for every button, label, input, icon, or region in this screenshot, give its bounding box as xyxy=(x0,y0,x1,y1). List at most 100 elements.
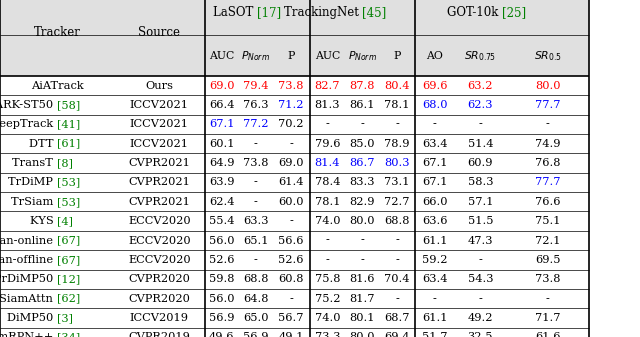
Text: 73.8: 73.8 xyxy=(535,274,561,284)
Text: 61.1: 61.1 xyxy=(422,313,447,323)
Text: [58]: [58] xyxy=(57,100,80,110)
Text: 69.5: 69.5 xyxy=(535,255,561,265)
Text: 70.2: 70.2 xyxy=(278,119,304,129)
Text: [53]: [53] xyxy=(57,177,80,187)
Text: 52.6: 52.6 xyxy=(278,255,304,265)
Text: ECCV2020: ECCV2020 xyxy=(128,255,191,265)
Text: 54.3: 54.3 xyxy=(468,274,493,284)
Text: 80.0: 80.0 xyxy=(349,332,375,337)
Text: 69.0: 69.0 xyxy=(209,81,234,91)
Text: GOT-10k: GOT-10k xyxy=(447,6,502,19)
Text: 59.2: 59.2 xyxy=(422,255,447,265)
Text: 64.9: 64.9 xyxy=(209,158,234,168)
Text: AO: AO xyxy=(426,51,443,61)
Text: 75.8: 75.8 xyxy=(315,274,340,284)
Text: -: - xyxy=(325,119,330,129)
Text: CVPR2020: CVPR2020 xyxy=(129,294,190,304)
Text: 80.3: 80.3 xyxy=(385,158,410,168)
Text: 63.4: 63.4 xyxy=(422,274,447,284)
Text: [61]: [61] xyxy=(57,139,80,149)
Text: [4]: [4] xyxy=(57,216,73,226)
Text: STARK-ST50: STARK-ST50 xyxy=(0,100,57,110)
Text: -: - xyxy=(360,255,364,265)
Text: 51.7: 51.7 xyxy=(422,332,447,337)
Text: 72.1: 72.1 xyxy=(535,236,561,246)
Text: 63.2: 63.2 xyxy=(468,81,493,91)
Text: Ocean-online: Ocean-online xyxy=(0,236,57,246)
Text: -: - xyxy=(253,197,258,207)
Text: 78.1: 78.1 xyxy=(315,197,340,207)
Text: 76.6: 76.6 xyxy=(535,197,561,207)
Text: $SR_{0.5}$: $SR_{0.5}$ xyxy=(534,49,562,62)
Text: 62.4: 62.4 xyxy=(209,197,234,207)
Text: -: - xyxy=(289,139,293,149)
Text: ICCV2021: ICCV2021 xyxy=(130,119,189,129)
Text: AUC: AUC xyxy=(209,51,234,61)
Text: KYS: KYS xyxy=(29,216,57,226)
Text: CVPR2020: CVPR2020 xyxy=(129,274,190,284)
Text: 61.1: 61.1 xyxy=(422,236,447,246)
Text: -: - xyxy=(253,177,258,187)
Text: 80.0: 80.0 xyxy=(535,81,561,91)
Text: 69.0: 69.0 xyxy=(278,158,304,168)
Text: 49.2: 49.2 xyxy=(468,313,493,323)
Text: ECCV2020: ECCV2020 xyxy=(128,216,191,226)
Text: 68.7: 68.7 xyxy=(385,313,410,323)
Text: [67]: [67] xyxy=(57,255,80,265)
Text: 73.3: 73.3 xyxy=(315,332,340,337)
Text: $P_{Norm}$: $P_{Norm}$ xyxy=(348,49,377,62)
Text: KeepTrack: KeepTrack xyxy=(0,119,57,129)
Text: 71.2: 71.2 xyxy=(278,100,304,110)
Text: ICCV2021: ICCV2021 xyxy=(130,100,189,110)
Text: 80.0: 80.0 xyxy=(349,216,375,226)
Text: [8]: [8] xyxy=(57,158,73,168)
Text: 49.1: 49.1 xyxy=(278,332,304,337)
Text: 85.0: 85.0 xyxy=(349,139,375,149)
Text: 82.7: 82.7 xyxy=(315,81,340,91)
Text: ICCV2019: ICCV2019 xyxy=(130,313,189,323)
Text: CVPR2019: CVPR2019 xyxy=(129,332,190,337)
Text: 56.0: 56.0 xyxy=(209,236,234,246)
Text: [67]: [67] xyxy=(57,236,80,246)
Text: 63.6: 63.6 xyxy=(422,216,447,226)
Text: 73.1: 73.1 xyxy=(385,177,410,187)
Text: -: - xyxy=(289,294,293,304)
Text: 56.9: 56.9 xyxy=(209,313,234,323)
Text: 61.6: 61.6 xyxy=(535,332,561,337)
Text: 63.3: 63.3 xyxy=(243,216,268,226)
Text: $SR_{0.75}$: $SR_{0.75}$ xyxy=(464,49,497,62)
Text: AUC: AUC xyxy=(315,51,340,61)
Text: 77.7: 77.7 xyxy=(535,100,561,110)
Text: [53]: [53] xyxy=(57,197,80,207)
Text: 75.2: 75.2 xyxy=(315,294,340,304)
Text: TrSiam: TrSiam xyxy=(11,197,57,207)
Text: 51.4: 51.4 xyxy=(468,139,493,149)
Text: TransT: TransT xyxy=(12,158,57,168)
Text: TrDiMP: TrDiMP xyxy=(8,177,57,187)
Text: [3]: [3] xyxy=(57,313,73,323)
Text: 56.6: 56.6 xyxy=(278,236,304,246)
Text: SiamRPN++: SiamRPN++ xyxy=(0,332,57,337)
Text: AiATrack: AiATrack xyxy=(31,81,83,91)
Text: 78.1: 78.1 xyxy=(385,100,410,110)
Text: 73.8: 73.8 xyxy=(278,81,304,91)
Text: Source: Source xyxy=(138,26,180,39)
Text: 65.0: 65.0 xyxy=(243,313,268,323)
Text: 56.0: 56.0 xyxy=(209,294,234,304)
Text: 67.1: 67.1 xyxy=(209,119,234,129)
Text: 76.3: 76.3 xyxy=(243,100,268,110)
Text: 63.4: 63.4 xyxy=(422,139,447,149)
Text: 75.1: 75.1 xyxy=(535,216,561,226)
Text: $P_{Norm}$: $P_{Norm}$ xyxy=(241,49,270,62)
Text: 69.4: 69.4 xyxy=(385,332,410,337)
Text: 74.0: 74.0 xyxy=(315,216,340,226)
Text: 47.3: 47.3 xyxy=(468,236,493,246)
Text: -: - xyxy=(325,255,330,265)
Text: P: P xyxy=(394,51,401,61)
Text: -: - xyxy=(253,139,258,149)
Text: -: - xyxy=(395,255,399,265)
Text: 65.1: 65.1 xyxy=(243,236,268,246)
Text: [25]: [25] xyxy=(502,6,526,19)
Text: [17]: [17] xyxy=(257,6,282,19)
Text: 57.1: 57.1 xyxy=(468,197,493,207)
